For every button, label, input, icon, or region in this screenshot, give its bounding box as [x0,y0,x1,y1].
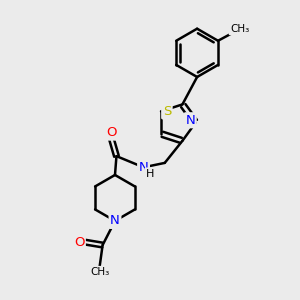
Text: CH₃: CH₃ [90,267,109,277]
Text: O: O [74,236,84,249]
Text: N: N [139,161,148,174]
Text: N: N [110,214,120,227]
Text: CH₃: CH₃ [230,24,249,34]
Text: O: O [106,126,116,139]
Text: S: S [163,105,171,118]
Text: N: N [185,114,195,127]
Text: H: H [146,169,154,179]
